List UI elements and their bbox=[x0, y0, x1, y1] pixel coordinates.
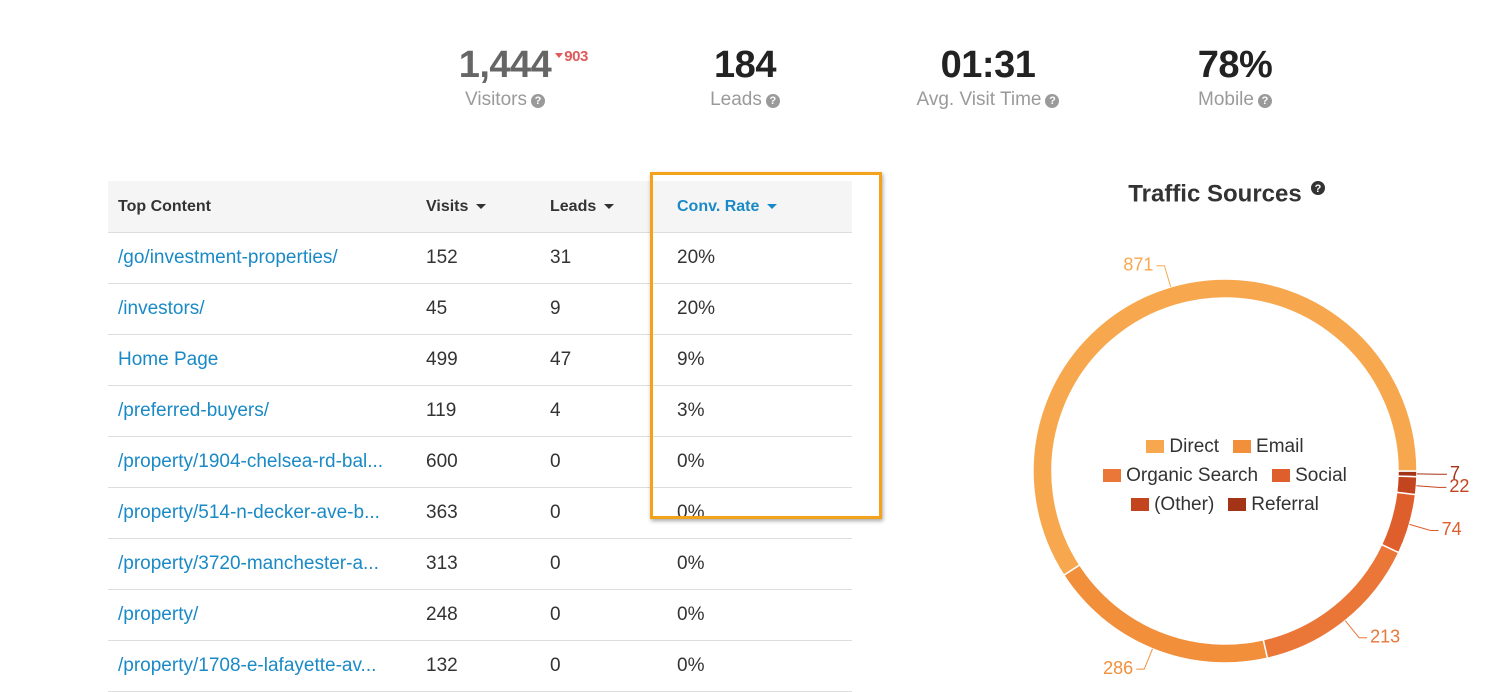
donut-slice bbox=[1033, 279, 1417, 575]
data-label: 22 bbox=[1449, 476, 1469, 496]
legend-item[interactable]: Direct bbox=[1146, 436, 1219, 458]
label-connector bbox=[1156, 266, 1170, 287]
help-icon-mark: ? bbox=[1315, 183, 1322, 195]
legend-item[interactable]: Email bbox=[1233, 436, 1304, 458]
legend-label: Referral bbox=[1251, 494, 1319, 515]
legend-label: (Other) bbox=[1154, 494, 1214, 515]
data-label: 74 bbox=[1442, 519, 1462, 539]
legend-swatch bbox=[1272, 469, 1290, 482]
data-label: 213 bbox=[1370, 627, 1400, 647]
donut-slice bbox=[1397, 476, 1417, 495]
legend-swatch bbox=[1103, 469, 1121, 482]
legend-item[interactable]: Social bbox=[1272, 465, 1347, 487]
donut-slice bbox=[1064, 565, 1268, 663]
legend-row: Organic Search Social bbox=[1075, 461, 1375, 490]
donut-slice bbox=[1382, 492, 1416, 552]
legend-label: Organic Search bbox=[1126, 465, 1258, 486]
legend-swatch bbox=[1146, 440, 1164, 453]
legend-swatch bbox=[1228, 498, 1246, 511]
label-connector bbox=[1409, 524, 1438, 530]
legend-row: (Other) Referral bbox=[1075, 490, 1375, 519]
legend-swatch bbox=[1131, 498, 1149, 511]
legend-label: Email bbox=[1256, 436, 1304, 457]
legend-swatch bbox=[1233, 440, 1251, 453]
chart-title: Traffic Sources bbox=[1128, 180, 1301, 207]
data-label: 286 bbox=[1103, 658, 1133, 678]
legend: Direct Email Organic Search Social (Other) Re… bbox=[1075, 432, 1375, 519]
legend-row: Direct Email bbox=[1075, 432, 1375, 461]
label-connector bbox=[1136, 649, 1152, 669]
legend-label: Social bbox=[1295, 465, 1347, 486]
legend-item[interactable]: Referral bbox=[1228, 494, 1319, 516]
legend-label: Direct bbox=[1169, 436, 1219, 457]
label-connector bbox=[1345, 621, 1367, 638]
data-label: 871 bbox=[1123, 254, 1153, 274]
label-connector bbox=[1416, 486, 1446, 488]
legend-item[interactable]: Organic Search bbox=[1103, 465, 1258, 487]
legend-item[interactable]: (Other) bbox=[1131, 494, 1214, 516]
